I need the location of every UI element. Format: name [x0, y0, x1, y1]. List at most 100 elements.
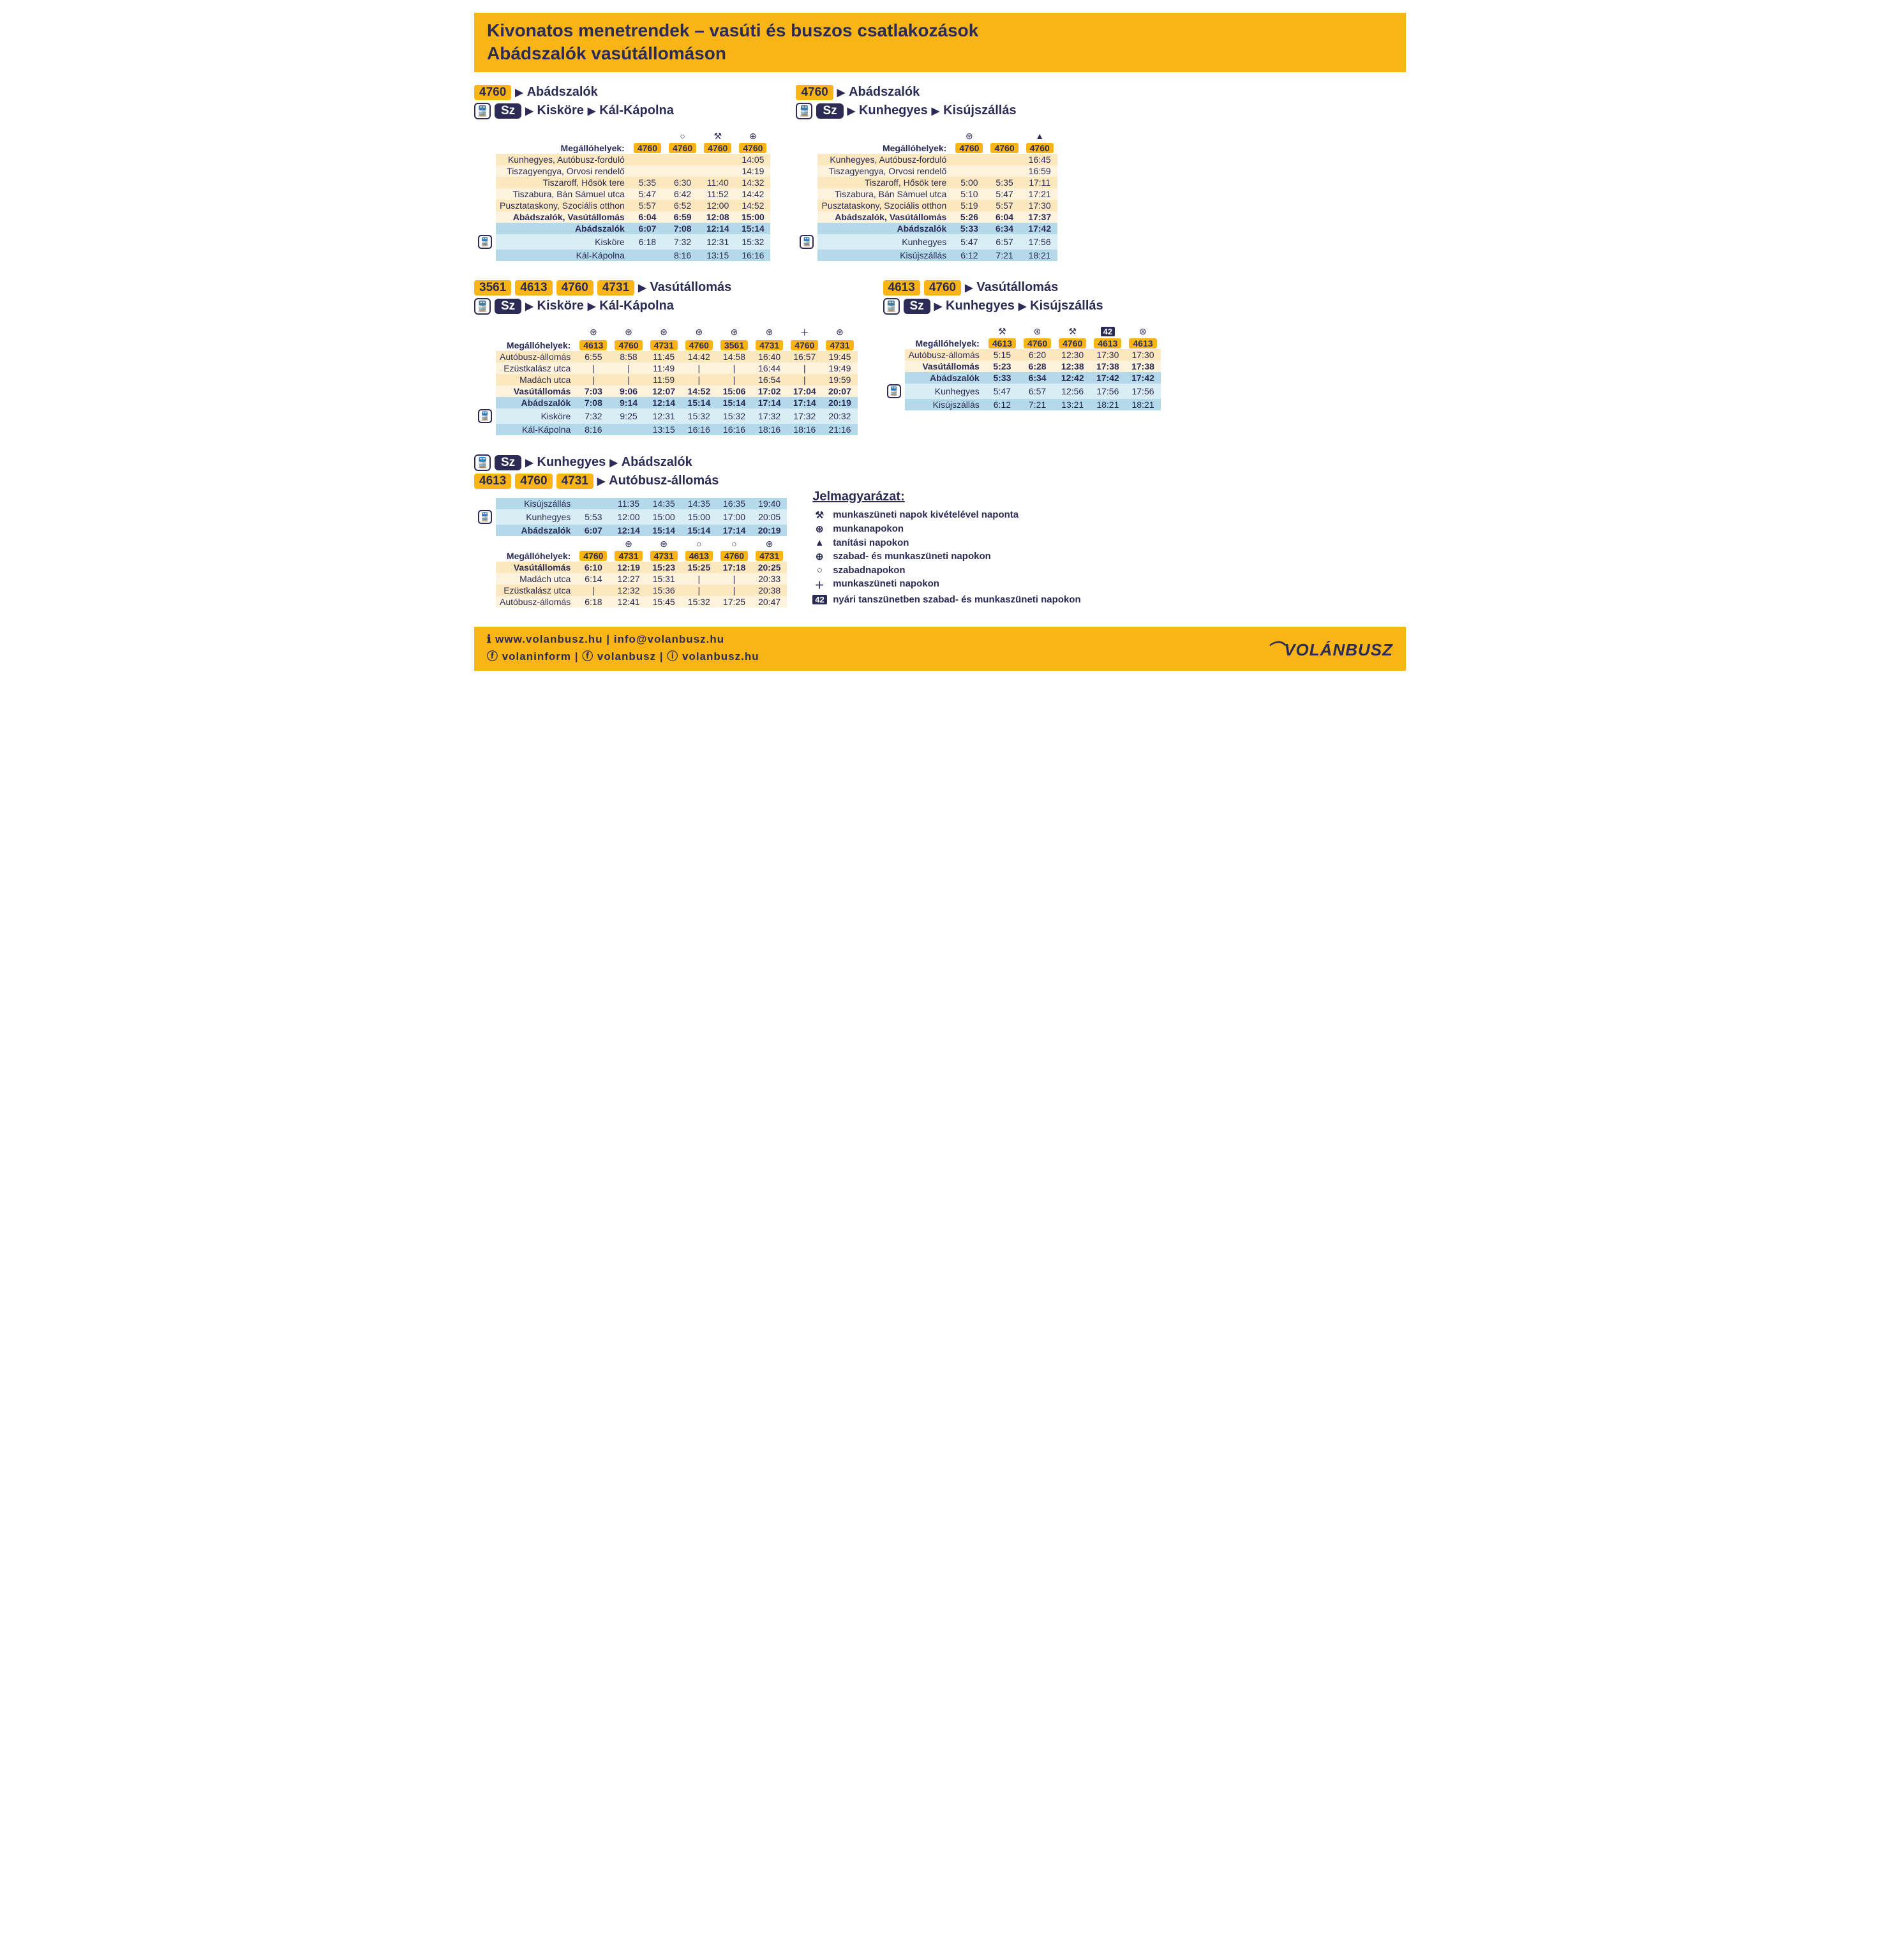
time-cell: 5:23: [985, 361, 1020, 372]
time-cell: 17:14: [717, 525, 752, 536]
time-cell: 17:42: [1022, 223, 1057, 234]
time-cell: 6:52: [665, 200, 700, 211]
train-icon: 🚆: [883, 298, 900, 315]
legend-symbol: ＋: [815, 580, 824, 591]
bus-row: Autóbusz-állomás6:1812:4115:4515:3217:25…: [474, 596, 787, 608]
stop-name: Kunhegyes, Autóbusz-forduló: [817, 154, 951, 165]
time-cell: 20:25: [752, 562, 787, 573]
bus-row: Tiszabura, Bán Sámuel utca5:476:4211:521…: [474, 188, 770, 200]
time-cell: 7:21: [987, 250, 1022, 261]
timetable: ⊛⊛⊛⊛⊛⊛＋⊛Megállóhelyek:461347604731476035…: [474, 324, 858, 435]
time-cell: 9:14: [611, 397, 646, 408]
column-symbol: ⊛: [590, 327, 597, 337]
column-route-badge: 4760: [791, 340, 818, 350]
stops-header: Megállóhelyek:: [817, 142, 951, 154]
time-cell: |: [717, 363, 752, 374]
column-route-badge: 4760: [739, 143, 766, 153]
column-route-badge: 4760: [990, 143, 1018, 153]
legend-symbol: ▲: [815, 537, 824, 548]
legend-symbol: ⊛: [816, 524, 824, 535]
time-cell: 15:14: [735, 223, 770, 234]
stop-name: Kál-Kápolna: [496, 424, 576, 435]
legend-symbol: 42: [812, 595, 826, 604]
time-cell: 6:07: [630, 223, 665, 234]
train-row: Abádszalók5:336:3417:42: [796, 223, 1057, 234]
column-symbol: ⊛: [836, 327, 844, 337]
time-cell: 5:00: [951, 177, 987, 188]
column-route-badge: 4760: [704, 143, 731, 153]
legend-text: munkaszüneti napok kivételével naponta: [833, 509, 1018, 520]
legend-title: Jelmagyarázat:: [812, 490, 1080, 504]
time-cell: 13:21: [1055, 399, 1090, 410]
time-cell: 12:08: [700, 211, 735, 223]
stop-name: Abádszalók: [905, 372, 985, 384]
stop-name: Tiszabura, Bán Sámuel utca: [817, 188, 951, 200]
timetable-block: 3561461347604731▶Vasútállomás🚆Sz▶Kisköre…: [474, 280, 858, 435]
time-cell: 14:35: [682, 498, 717, 509]
legend-row: ▲tanítási napokon: [812, 537, 1080, 548]
column-route-badge: 4731: [650, 551, 678, 561]
time-cell: 9:06: [611, 385, 646, 397]
column-symbol: ⊛: [766, 539, 773, 549]
train-route-line: 🚆Sz▶Kisköre▶Kál-Kápolna: [474, 103, 770, 119]
time-cell: 12:32: [611, 585, 646, 596]
time-cell: 14:52: [735, 200, 770, 211]
time-cell: 7:03: [576, 385, 611, 397]
time-cell: 12:56: [1055, 384, 1090, 399]
time-cell: 14:58: [717, 351, 752, 363]
stop-name: Pusztataskony, Szociális otthon: [817, 200, 951, 211]
arrow-icon: ▶: [525, 456, 533, 469]
train-route-line: 🚆Sz▶Kunhegyes▶Abádszalók: [474, 454, 787, 471]
stop-name: Tiszaroff, Hősök tere: [496, 177, 630, 188]
footer-bar: ℹ www.volanbusz.hu | info@volanbusz.hu ⓕ…: [474, 627, 1406, 671]
stop-name: Kál-Kápolna: [496, 250, 630, 261]
stop-name: Tiszaroff, Hősök tere: [817, 177, 951, 188]
time-cell: 6:42: [665, 188, 700, 200]
route-badge: 4760: [796, 85, 833, 100]
route-line: 4760▶Abádszalók: [474, 85, 770, 100]
route-line: 46134760▶Vasútállomás: [883, 280, 1161, 295]
arrow-icon: ▶: [515, 86, 523, 99]
arrow-icon: ▶: [588, 105, 595, 117]
time-cell: 17:37: [1022, 211, 1057, 223]
time-cell: 6:28: [1020, 361, 1055, 372]
bus-row: Kunhegyes, Autóbusz-forduló14:05: [474, 154, 770, 165]
bus-row: Pusztataskony, Szociális otthon5:576:521…: [474, 200, 770, 211]
destination-label: Kál-Kápolna: [599, 299, 674, 313]
timetable: Kisújszállás11:3514:3514:3516:3519:40🚆Ku…: [474, 498, 787, 608]
time-cell: 13:15: [646, 424, 682, 435]
time-cell: |: [576, 363, 611, 374]
time-cell: 15:31: [646, 573, 682, 585]
destination-label: Kisköre: [537, 299, 584, 313]
column-route-badge: 4760: [1026, 143, 1054, 153]
destination-label: Kunhegyes: [859, 103, 928, 118]
column-symbol: ＋: [800, 327, 809, 338]
stop-name: Kisköre: [496, 234, 630, 250]
train-row: 🚆Kunhegyes5:476:5717:56: [796, 234, 1057, 250]
train-route-line: 🚆Sz▶Kunhegyes▶Kisújszállás: [883, 298, 1161, 315]
time-cell: 5:33: [951, 223, 987, 234]
time-cell: 18:21: [1090, 399, 1125, 410]
legend-symbol: ○: [817, 565, 823, 576]
time-cell: |: [611, 363, 646, 374]
time-cell: [576, 498, 611, 509]
column-symbol: ○: [731, 539, 736, 549]
stops-header: Megállóhelyek:: [905, 338, 985, 349]
time-cell: 16:16: [717, 424, 752, 435]
time-cell: 6:20: [1020, 349, 1055, 361]
train-row: Abádszalók6:0712:1415:1415:1417:1420:19: [474, 525, 787, 536]
legend-row: ⚒munkaszüneti napok kivételével naponta: [812, 509, 1080, 521]
time-cell: 19:59: [822, 374, 857, 385]
bus-row: Pusztataskony, Szociális otthon5:195:571…: [796, 200, 1057, 211]
time-cell: 5:19: [951, 200, 987, 211]
time-cell: 12:41: [611, 596, 646, 608]
stop-name: Tiszagyengya, Orvosi rendelő: [496, 165, 630, 177]
train-row: Kisújszállás6:127:2113:2118:2118:21: [883, 399, 1161, 410]
time-cell: 12:38: [1055, 361, 1090, 372]
time-cell: 6:34: [1020, 372, 1055, 384]
time-cell: 16:45: [1022, 154, 1057, 165]
route-badge: 4731: [556, 474, 593, 489]
time-cell: 17:30: [1022, 200, 1057, 211]
train-marker-icon: 🚆: [800, 235, 814, 249]
legend-text: szabad- és munkaszüneti napokon: [833, 551, 991, 562]
